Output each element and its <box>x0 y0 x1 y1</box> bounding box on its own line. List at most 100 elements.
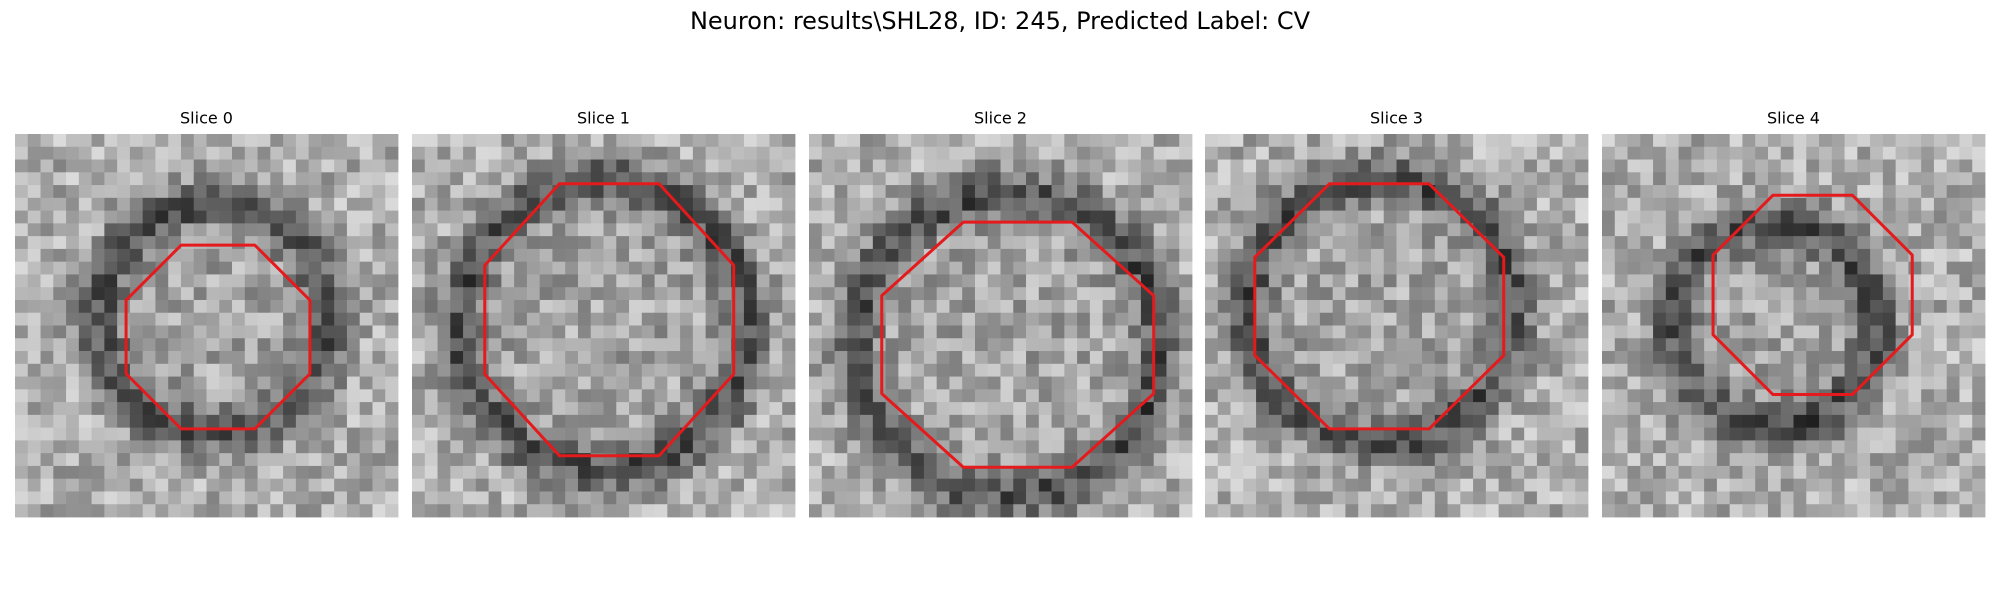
pixel <box>15 185 29 199</box>
pixel <box>667 159 681 173</box>
pixel <box>117 261 131 275</box>
pixel <box>321 287 335 301</box>
pixel <box>821 414 835 429</box>
pixel <box>1026 414 1040 429</box>
pixel <box>1602 210 1616 224</box>
pixel <box>168 146 182 160</box>
pixel <box>743 338 758 352</box>
pixel <box>1485 414 1500 429</box>
pixel <box>168 491 182 505</box>
pixel <box>821 325 835 339</box>
pixel <box>91 287 105 301</box>
pixel <box>1678 376 1692 390</box>
pixel <box>936 134 950 148</box>
pixel <box>1691 376 1705 390</box>
pixel <box>1627 210 1641 224</box>
pixel <box>1383 504 1397 518</box>
pixel <box>295 414 310 429</box>
pixel <box>526 465 541 480</box>
pixel <box>1678 223 1692 237</box>
pixel <box>1627 312 1641 326</box>
pixel <box>1819 325 1833 339</box>
pixel <box>53 223 67 237</box>
pixel <box>1806 299 1820 314</box>
pixel <box>1536 465 1551 480</box>
pixel <box>1319 465 1334 480</box>
pixel <box>1307 146 1321 160</box>
pixel <box>949 197 963 211</box>
pixel <box>1383 185 1397 199</box>
pixel <box>346 287 361 301</box>
pixel <box>78 376 92 390</box>
pixel <box>270 299 284 314</box>
pixel <box>987 197 1001 211</box>
pixel <box>1653 210 1667 224</box>
pixel <box>15 376 29 390</box>
pixel <box>782 236 796 250</box>
pixel <box>936 363 950 377</box>
pixel <box>40 402 54 416</box>
pixel <box>1383 236 1397 250</box>
pixel <box>526 440 541 454</box>
pixel <box>501 465 515 480</box>
pixel <box>1780 248 1794 263</box>
pixel <box>501 172 515 186</box>
pixel <box>129 248 144 263</box>
pixel <box>514 134 528 148</box>
pixel <box>1704 338 1718 352</box>
pixel <box>334 248 348 263</box>
pixel <box>104 363 118 377</box>
pixel <box>359 465 373 480</box>
pixel <box>1959 427 1973 441</box>
pixel <box>809 491 823 505</box>
pixel <box>104 185 118 199</box>
pixel <box>437 478 451 492</box>
pixel <box>308 453 322 467</box>
pixel <box>78 440 92 454</box>
pixel <box>1908 440 1922 454</box>
pixel <box>539 299 553 314</box>
pixel <box>1921 185 1935 199</box>
pixel <box>1575 338 1589 352</box>
pixel <box>821 146 835 160</box>
pixel <box>923 440 938 454</box>
pixel <box>1153 185 1167 199</box>
pixel <box>1678 185 1692 199</box>
pixel <box>1345 351 1359 365</box>
pixel <box>1678 197 1692 211</box>
pixel <box>1895 197 1909 211</box>
pixel <box>1933 504 1948 518</box>
pixel <box>334 351 348 365</box>
pixel <box>308 312 322 326</box>
pixel <box>860 274 874 288</box>
pixel <box>1819 478 1833 492</box>
pixel <box>283 197 297 211</box>
pixel <box>1460 185 1474 199</box>
pixel <box>334 402 348 416</box>
pixel <box>155 453 169 467</box>
pixel <box>1051 465 1065 480</box>
pixel <box>257 440 271 454</box>
pixel <box>743 325 758 339</box>
pixel <box>66 376 80 390</box>
pixel <box>641 491 655 505</box>
pixel <box>475 351 489 365</box>
pixel <box>616 248 630 263</box>
pixel <box>15 274 29 288</box>
pixel <box>346 338 361 352</box>
pixel <box>911 236 925 250</box>
pixel <box>463 299 477 314</box>
pixel <box>1128 338 1142 352</box>
pixel <box>616 172 630 186</box>
pixel <box>962 453 976 467</box>
pixel <box>1128 185 1142 199</box>
pixel <box>129 159 144 173</box>
pixel <box>1307 236 1321 250</box>
pixel <box>372 427 386 441</box>
pixel <box>308 402 322 416</box>
pixel <box>821 402 835 416</box>
pixel <box>923 299 938 314</box>
pixel <box>1128 351 1142 365</box>
pixel <box>847 440 861 454</box>
pixel <box>898 363 912 377</box>
